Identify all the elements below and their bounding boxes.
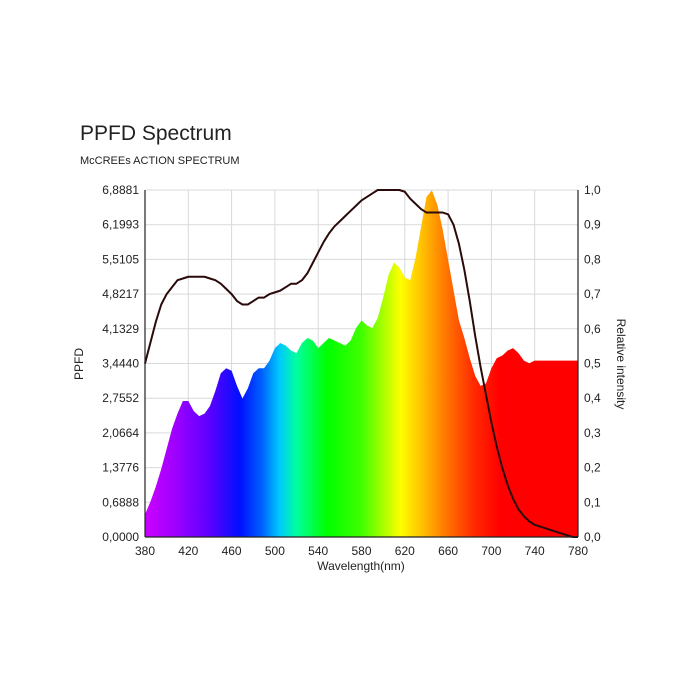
- chart-title: PPFD Spectrum: [80, 122, 232, 145]
- y2-tick-label: 0,1: [584, 495, 601, 509]
- axes: [144, 190, 579, 538]
- spectrum-area: [145, 190, 578, 537]
- spectrum-fill-layer: [145, 190, 578, 537]
- y2-tick-label: 0,8: [584, 252, 601, 266]
- y2-tick-label: 0,9: [584, 218, 601, 232]
- y-tick-label: 0,6888: [102, 495, 139, 509]
- y2-tick-label: 0,4: [584, 391, 601, 405]
- x-tick-label: 740: [525, 544, 545, 558]
- y-tick-label: 4,1329: [102, 322, 139, 336]
- y2-tick-label: 0,7: [584, 287, 601, 301]
- y-tick-label: 4,8217: [102, 287, 139, 301]
- y2-tick-label: 0,2: [584, 461, 601, 475]
- x-tick-label: 500: [265, 544, 285, 558]
- y2-tick-label: 1,0: [584, 183, 601, 197]
- y-tick-label: 1,3776: [102, 461, 139, 475]
- y-tick-label: 0,0000: [102, 530, 139, 544]
- y2-tick-label: 0,0: [584, 530, 601, 544]
- x-tick-label: 460: [222, 544, 242, 558]
- x-tick-label: 660: [438, 544, 458, 558]
- relative-intensity-line: [144, 189, 578, 538]
- tick-labels: 380 420 460 500 540 580 620 660 700 740 780 0,0000 0…: [102, 183, 601, 558]
- y2-tick-label: 0,3: [584, 426, 601, 440]
- y-tick-label: 3,4440: [102, 357, 139, 371]
- x-tick-label: 420: [178, 544, 198, 558]
- y2-tick-label: 0,5: [584, 357, 601, 371]
- x-tick-label: 580: [351, 544, 371, 558]
- y-tick-label: 5,5105: [102, 252, 139, 266]
- chart-subtitle: McCREEs ACTION SPECTRUM: [80, 155, 240, 167]
- y2-tick-label: 0,6: [584, 322, 601, 336]
- y2-axis-label: Relative intensity: [614, 319, 628, 410]
- x-tick-label: 620: [395, 544, 415, 558]
- x-tick-label: 380: [135, 544, 155, 558]
- y-tick-label: 6,1993: [102, 218, 139, 232]
- x-tick-label: 780: [568, 544, 588, 558]
- x-tick-label: 540: [308, 544, 328, 558]
- y-tick-label: 6,8881: [102, 183, 139, 197]
- x-axis-label: Wavelength(nm): [317, 559, 405, 573]
- y-tick-label: 2,7552: [102, 391, 139, 405]
- x-tick-label: 700: [481, 544, 501, 558]
- relative-intensity-layer: [144, 189, 578, 538]
- y-tick-label: 2,0664: [102, 426, 139, 440]
- y-axis-label: PPFD: [72, 348, 86, 380]
